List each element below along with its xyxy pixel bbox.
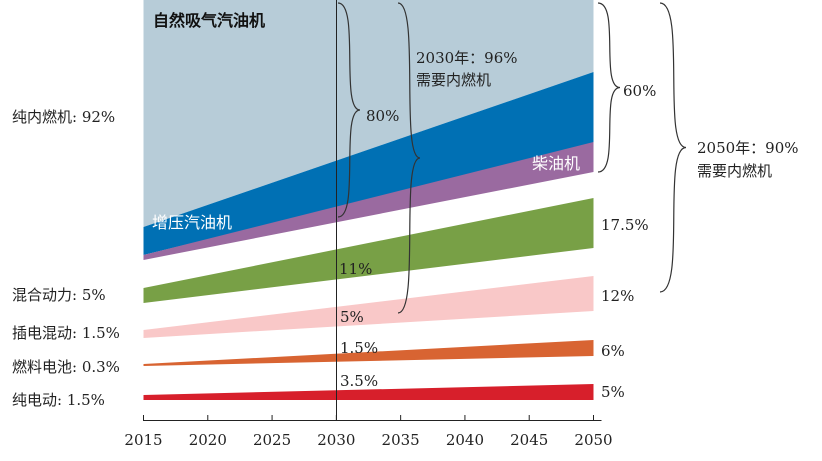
area-bands — [143, 0, 594, 400]
end-label-混合动力: 17.5% — [601, 216, 649, 234]
x-tick-label-2040: 2040 — [446, 431, 484, 449]
end-label-插电混动: 12% — [601, 287, 634, 305]
band-增压汽油机 — [143, 72, 594, 255]
start-label-混合动力: 混合动力: 5% — [12, 286, 106, 304]
inner-label-柴油机: 柴油机 — [532, 154, 580, 173]
brace-2030-96pct — [397, 2, 421, 314]
need-ice-2050-line2: 需要内燃机 — [697, 162, 772, 180]
x-tick-label-2045: 2045 — [510, 431, 548, 449]
brace-2030-80pct — [337, 2, 361, 218]
mid-label-插电混动: 5% — [340, 308, 364, 326]
band-插电混动 — [143, 276, 594, 338]
x-tick-label-2050: 2050 — [574, 431, 612, 449]
brace-2050-60pct — [597, 2, 621, 173]
inner-label-自然吸气汽油机: 自然吸气汽油机 — [153, 11, 265, 30]
x-tick-label-2025: 2025 — [253, 431, 291, 449]
band-自然吸气汽油机 — [143, 0, 594, 227]
x-tick-label-2035: 2035 — [382, 431, 420, 449]
band-混合动力 — [143, 198, 594, 303]
need-ice-2050-line1: 2050年：90% — [697, 139, 799, 157]
start-label-插电混动: 插电混动: 1.5% — [12, 324, 120, 342]
band-纯电动 — [143, 384, 594, 400]
x-tick-label-2015: 2015 — [124, 431, 162, 449]
band-燃料电池 — [143, 340, 594, 366]
x-tick-label-2020: 2020 — [189, 431, 227, 449]
pure-ice-2015-label: 纯内燃机: 92% — [12, 108, 115, 126]
x-axis: 2015 2020 2025 2030 2035 2040 2045 2050 — [124, 415, 613, 449]
start-label-纯电动: 纯电动: 1.5% — [12, 391, 105, 409]
ice-2030-share-label: 80% — [366, 107, 399, 125]
mid-label-混合动力: 11% — [339, 260, 372, 278]
need-ice-2030-line1: 2030年：96% — [416, 49, 518, 67]
end-label-燃料电池: 6% — [601, 342, 625, 360]
mid-label-纯电动: 3.5% — [340, 372, 378, 390]
inner-label-增压汽油机: 增压汽油机 — [152, 213, 232, 232]
start-label-燃料电池: 燃料电池: 0.3% — [12, 358, 120, 376]
end-label-纯电动: 5% — [601, 383, 625, 401]
x-tick-label-2030: 2030 — [317, 431, 355, 449]
chart-labels: 纯电动: 1.5% 3.5% 5% 燃料电池: 0.3% 1.5% 6% 插电混动: 1.5… — [12, 11, 799, 409]
share-braces — [337, 2, 687, 314]
ice-2050-share-label: 60% — [623, 82, 656, 100]
brace-2050-90pct — [659, 2, 687, 293]
band-柴油机 — [143, 142, 594, 260]
need-ice-2030-line2: 需要内燃机 — [416, 71, 491, 89]
mid-label-燃料电池: 1.5% — [340, 339, 378, 357]
